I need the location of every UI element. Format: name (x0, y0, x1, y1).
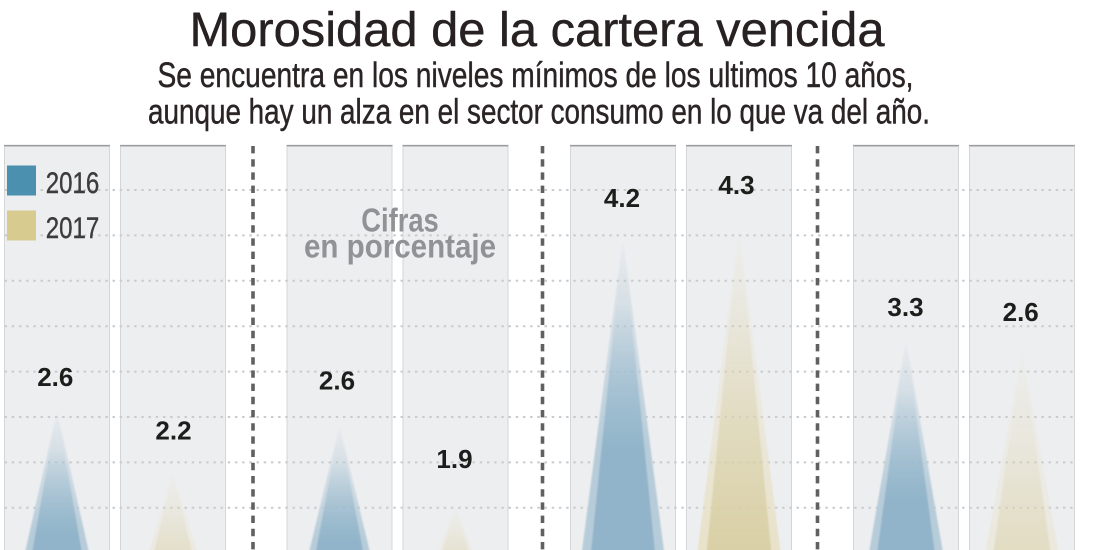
svg-text:Morosidad de la cartera vencid: Morosidad de la cartera vencida (190, 4, 885, 57)
svg-text:4.3: 4.3 (718, 170, 754, 200)
svg-text:Cifras: Cifras (361, 202, 439, 239)
svg-text:2.6: 2.6 (37, 362, 73, 392)
svg-text:en porcentaje: en porcentaje (304, 228, 496, 265)
svg-text:2017: 2017 (46, 212, 100, 245)
svg-text:2016: 2016 (46, 167, 100, 200)
svg-text:2.6: 2.6 (1003, 297, 1039, 327)
svg-text:1.9: 1.9 (436, 444, 472, 474)
svg-text:2.6: 2.6 (319, 366, 355, 396)
svg-text:Se encuentra en los niveles mí: Se encuentra en los niveles mínimos de l… (158, 56, 914, 95)
svg-text:3.3: 3.3 (887, 292, 923, 322)
svg-text:2.2: 2.2 (155, 416, 191, 446)
svg-text:aunque hay un alza en el secto: aunque hay un alza en el sector consumo … (148, 93, 930, 132)
svg-text:4.2: 4.2 (604, 183, 640, 213)
